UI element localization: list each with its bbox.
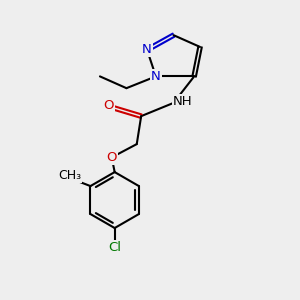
Text: O: O bbox=[106, 151, 117, 164]
Text: N: N bbox=[142, 44, 152, 56]
Text: O: O bbox=[103, 99, 114, 112]
Text: CH₃: CH₃ bbox=[58, 169, 81, 182]
Text: NH: NH bbox=[172, 95, 192, 108]
Text: Cl: Cl bbox=[108, 241, 121, 254]
Text: N: N bbox=[151, 70, 161, 83]
